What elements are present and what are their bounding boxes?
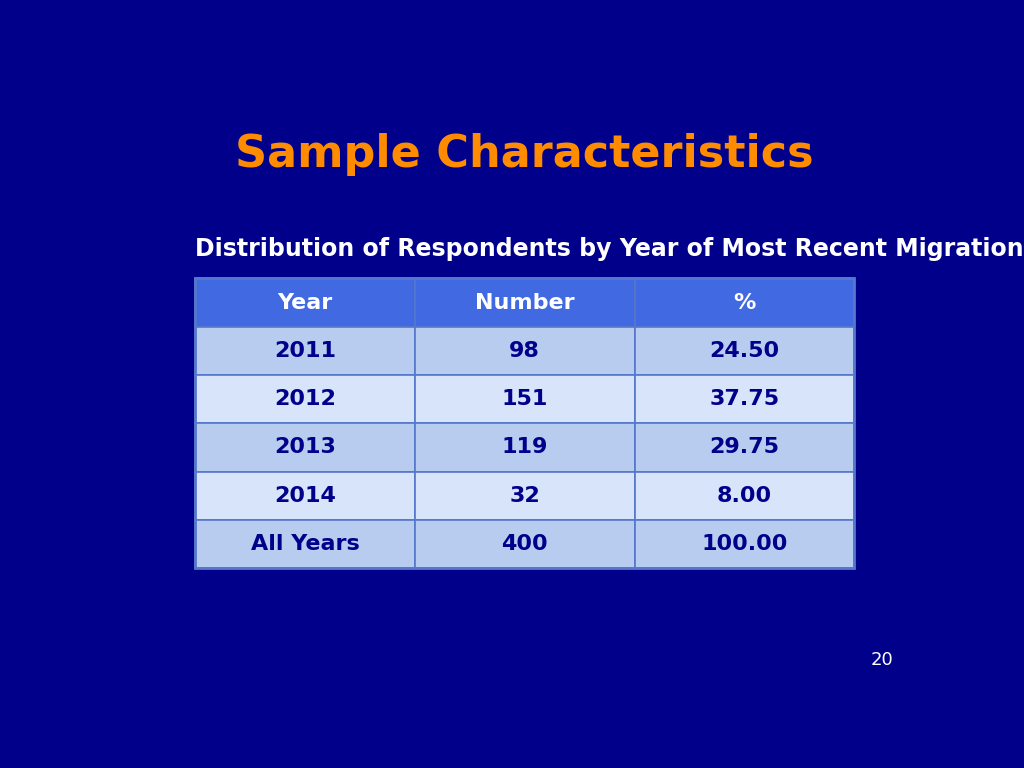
FancyBboxPatch shape (635, 520, 854, 568)
Text: Number: Number (475, 293, 574, 313)
FancyBboxPatch shape (415, 472, 635, 520)
FancyBboxPatch shape (196, 520, 415, 568)
Text: 24.50: 24.50 (710, 341, 779, 361)
Text: 98: 98 (509, 341, 541, 361)
FancyBboxPatch shape (635, 423, 854, 472)
Text: 100.00: 100.00 (701, 534, 787, 554)
FancyBboxPatch shape (196, 423, 415, 472)
FancyBboxPatch shape (415, 520, 635, 568)
FancyBboxPatch shape (196, 326, 415, 375)
Text: 2011: 2011 (274, 341, 336, 361)
Text: 2014: 2014 (274, 486, 336, 506)
FancyBboxPatch shape (635, 472, 854, 520)
FancyBboxPatch shape (635, 279, 854, 326)
Text: %: % (733, 293, 756, 313)
Text: 20: 20 (871, 650, 894, 669)
Text: 119: 119 (502, 438, 548, 458)
FancyBboxPatch shape (635, 375, 854, 423)
Text: All Years: All Years (251, 534, 359, 554)
Text: 8.00: 8.00 (717, 486, 772, 506)
Text: Sample Characteristics: Sample Characteristics (236, 133, 814, 176)
Text: 151: 151 (502, 389, 548, 409)
Text: 29.75: 29.75 (710, 438, 779, 458)
Text: 2012: 2012 (274, 389, 336, 409)
FancyBboxPatch shape (415, 279, 635, 326)
Text: 37.75: 37.75 (710, 389, 779, 409)
Text: Year: Year (278, 293, 333, 313)
FancyBboxPatch shape (415, 326, 635, 375)
FancyBboxPatch shape (196, 472, 415, 520)
FancyBboxPatch shape (196, 279, 415, 326)
Text: 2013: 2013 (274, 438, 336, 458)
FancyBboxPatch shape (415, 423, 635, 472)
Text: Distribution of Respondents by Year of Most Recent Migration: Distribution of Respondents by Year of M… (196, 237, 1024, 261)
Text: 32: 32 (509, 486, 541, 506)
FancyBboxPatch shape (415, 375, 635, 423)
FancyBboxPatch shape (635, 326, 854, 375)
FancyBboxPatch shape (196, 375, 415, 423)
Text: 400: 400 (502, 534, 548, 554)
